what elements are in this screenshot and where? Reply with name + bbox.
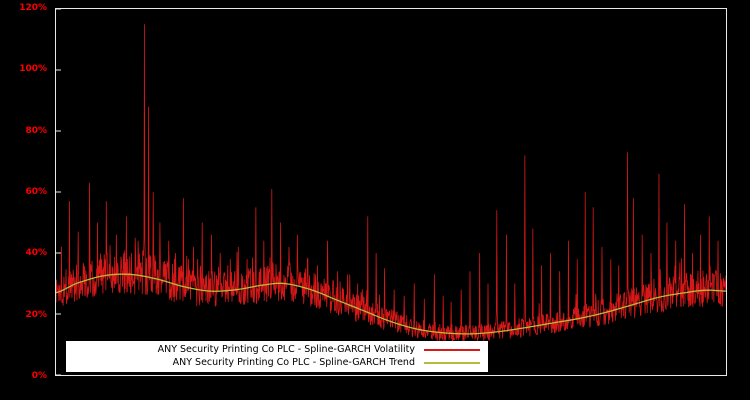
plot-area: ANY Security Printing Co PLC - Spline-GA… [55, 8, 727, 376]
legend: ANY Security Printing Co PLC - Spline-GA… [66, 341, 488, 372]
y-tick-label: 120% [19, 3, 47, 13]
y-tick-label: 100% [19, 64, 47, 75]
volatility-line-sample [424, 348, 480, 351]
y-tick-label: 60% [25, 187, 47, 197]
y-tick-label: 20% [25, 309, 47, 320]
legend-item-trend: ANY Security Printing Co PLC - Spline-GA… [74, 356, 480, 369]
y-tick-label: 0% [31, 371, 47, 381]
legend-item-volatility: ANY Security Printing Co PLC - Spline-GA… [74, 343, 480, 356]
legend-label-volatility: ANY Security Printing Co PLC - Spline-GA… [157, 344, 415, 355]
legend-label-trend: ANY Security Printing Co PLC - Spline-GA… [172, 357, 415, 368]
y-tick-label: 40% [25, 248, 47, 259]
y-axis: 0% 20% 40% 60% 80% 100% 120% [0, 0, 51, 400]
trend-series-line [56, 273, 726, 335]
volatility-series-line [56, 24, 726, 342]
volatility-chart [56, 9, 726, 375]
trend-line-sample [424, 361, 480, 364]
y-tick-label: 80% [25, 125, 47, 136]
